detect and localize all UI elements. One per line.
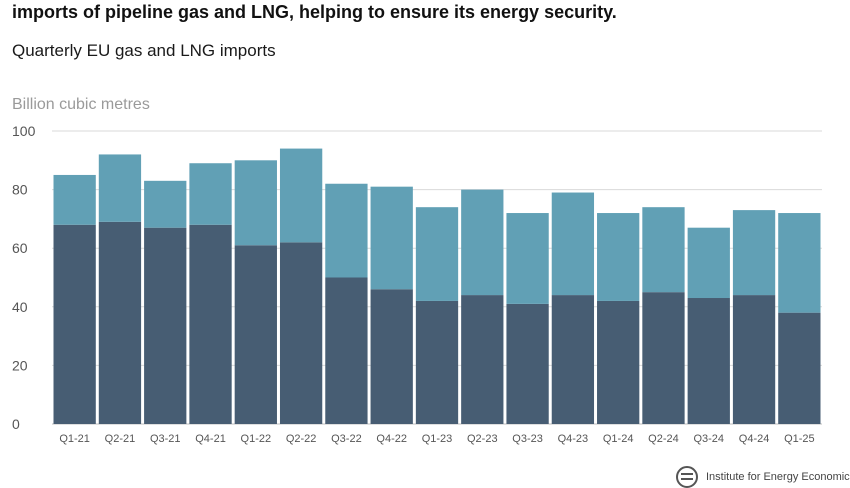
chart-subtitle: Quarterly EU gas and LNG imports: [12, 41, 276, 60]
bar-lng: [415, 207, 459, 301]
bar-lng: [189, 163, 232, 225]
bar-lng: [53, 174, 96, 225]
y-tick-label: 80: [12, 182, 28, 198]
bar-lng: [279, 148, 323, 243]
bar-lng: [234, 160, 277, 246]
bar-lng: [370, 186, 413, 290]
bar-lng: [778, 213, 821, 313]
bar-pipeline: [144, 227, 187, 424]
y-tick-label: 40: [12, 299, 28, 315]
x-tick-label: Q4-22: [376, 433, 407, 445]
bar-lng: [506, 213, 549, 304]
y-tick-label: 0: [12, 416, 20, 432]
bar-pipeline: [234, 245, 277, 424]
bar-pipeline: [642, 292, 685, 424]
bar-pipeline: [279, 242, 323, 424]
bar-lng: [687, 227, 730, 299]
bar-pipeline: [461, 295, 504, 424]
x-tick-label: Q1-22: [241, 433, 272, 445]
bar-lng: [144, 180, 187, 228]
x-tick-label: Q3-21: [150, 433, 181, 445]
x-tick-label: Q4-23: [558, 433, 589, 445]
x-axis-ticks: Q1-21 Q2-21 Q3-21 Q4-21 Q1-22 Q2-22 Q3-22 Q4-22…: [59, 433, 814, 445]
logo-text: Institute for Energy Economics: [706, 471, 850, 483]
bar-pipeline: [778, 312, 821, 424]
bar-pipeline: [415, 300, 459, 424]
y-axis-label: Billion cubic metres: [12, 96, 150, 113]
x-tick-label: Q3-23: [512, 433, 543, 445]
bar-pipeline: [506, 303, 549, 424]
bar-pipeline: [687, 298, 730, 424]
x-tick-label: Q2-23: [467, 433, 498, 445]
x-tick-label: Q1-21: [59, 433, 90, 445]
x-tick-label: Q4-24: [739, 433, 770, 445]
bar-pipeline: [325, 277, 368, 424]
x-tick-label: Q2-24: [648, 433, 679, 445]
x-tick-label: Q2-22: [286, 433, 317, 445]
bar-lng: [551, 192, 595, 296]
y-tick-label: 20: [12, 357, 28, 373]
bar-pipeline: [732, 295, 776, 424]
x-tick-label: Q4-21: [195, 433, 226, 445]
bar-pipeline: [53, 224, 96, 424]
x-tick-label: Q3-24: [693, 433, 724, 445]
bar-pipeline: [551, 295, 595, 424]
y-tick-label: 60: [12, 240, 28, 256]
headline: imports of pipeline gas and LNG, helping…: [12, 2, 617, 22]
bar-pipeline: [189, 224, 232, 424]
bars: [53, 148, 821, 424]
bar-lng: [597, 213, 640, 301]
x-tick-label: Q1-25: [784, 433, 815, 445]
publisher-logo: Institute for Energy Economics: [676, 466, 850, 488]
bar-pipeline: [98, 221, 142, 424]
y-axis-ticks: 0 20 40 60 80 100: [12, 123, 36, 432]
bar-lng: [642, 207, 685, 293]
x-tick-label: Q1-24: [603, 433, 634, 445]
bar-lng: [325, 183, 368, 278]
y-tick-label: 100: [12, 123, 36, 139]
x-tick-label: Q2-21: [105, 433, 136, 445]
globe-logo-icon: [676, 466, 698, 488]
bar-pipeline: [370, 289, 413, 424]
bar-lng: [732, 210, 776, 296]
bar-lng: [461, 189, 504, 296]
x-tick-label: Q1-23: [422, 433, 453, 445]
bar-pipeline: [597, 300, 640, 424]
bar-lng: [98, 154, 142, 222]
x-tick-label: Q3-22: [331, 433, 362, 445]
